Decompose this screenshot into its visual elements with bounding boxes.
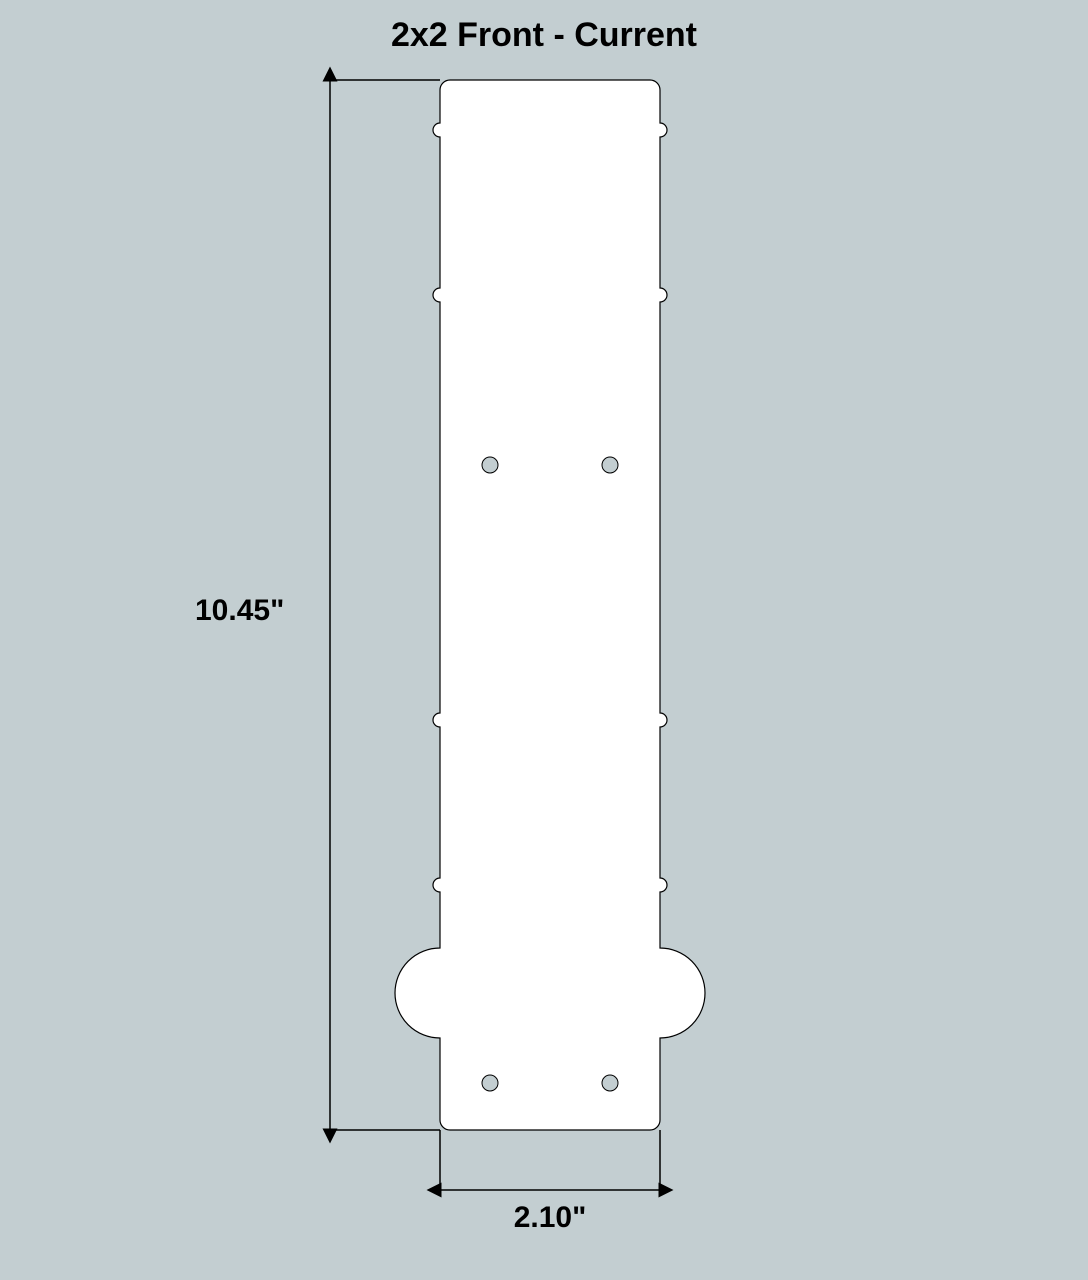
drawing-title: 2x2 Front - Current xyxy=(391,16,697,54)
mounting-hole xyxy=(602,1075,618,1091)
part-outline xyxy=(395,80,705,1130)
height-dimension-label: 10.45" xyxy=(195,594,284,627)
mounting-hole xyxy=(482,457,498,473)
mounting-hole xyxy=(482,1075,498,1091)
mounting-hole xyxy=(602,457,618,473)
width-dimension-label: 2.10" xyxy=(514,1201,587,1234)
